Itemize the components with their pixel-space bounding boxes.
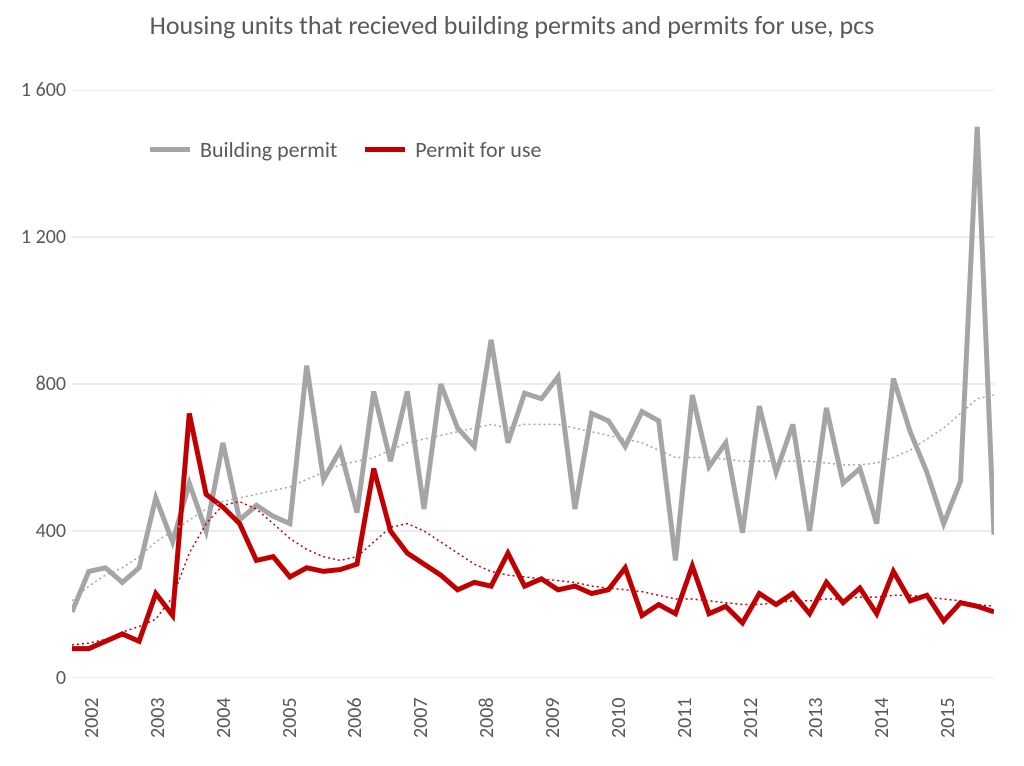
y-axis-label: 400: [6, 519, 66, 543]
x-axis-label: 2010: [607, 697, 631, 738]
y-axis-label: 1 200: [6, 225, 66, 249]
x-axis-label: 2007: [409, 697, 433, 738]
legend-label: Permit for use: [415, 136, 541, 163]
x-axis-label: 2006: [343, 697, 367, 738]
x-axis-label: 2002: [80, 697, 104, 738]
plot-area: [72, 90, 994, 678]
y-axis-label: 0: [6, 666, 66, 690]
x-axis-label: 2003: [146, 697, 170, 738]
chart-svg: [72, 90, 994, 678]
x-axis-label: 2015: [936, 697, 960, 738]
x-axis-label: 2004: [212, 697, 236, 738]
legend: Building permit Permit for use: [150, 136, 541, 163]
legend-label: Building permit: [200, 136, 337, 163]
x-axis-label: 2013: [804, 697, 828, 738]
chart-title: Housing units that recieved building per…: [0, 10, 1024, 41]
x-axis-label: 2012: [739, 697, 763, 738]
line-chart: Housing units that recieved building per…: [0, 0, 1024, 766]
x-axis-label: 2011: [673, 697, 697, 738]
y-axis-label: 800: [6, 372, 66, 396]
x-axis-label: 2005: [278, 697, 302, 738]
x-axis-label: 2008: [475, 697, 499, 738]
legend-item: Building permit: [150, 136, 337, 163]
legend-swatch: [365, 147, 405, 152]
x-axis-label: 2009: [541, 697, 565, 738]
legend-item: Permit for use: [365, 136, 541, 163]
legend-swatch: [150, 147, 190, 152]
y-axis-label: 1 600: [6, 78, 66, 102]
x-axis-label: 2014: [870, 697, 894, 738]
